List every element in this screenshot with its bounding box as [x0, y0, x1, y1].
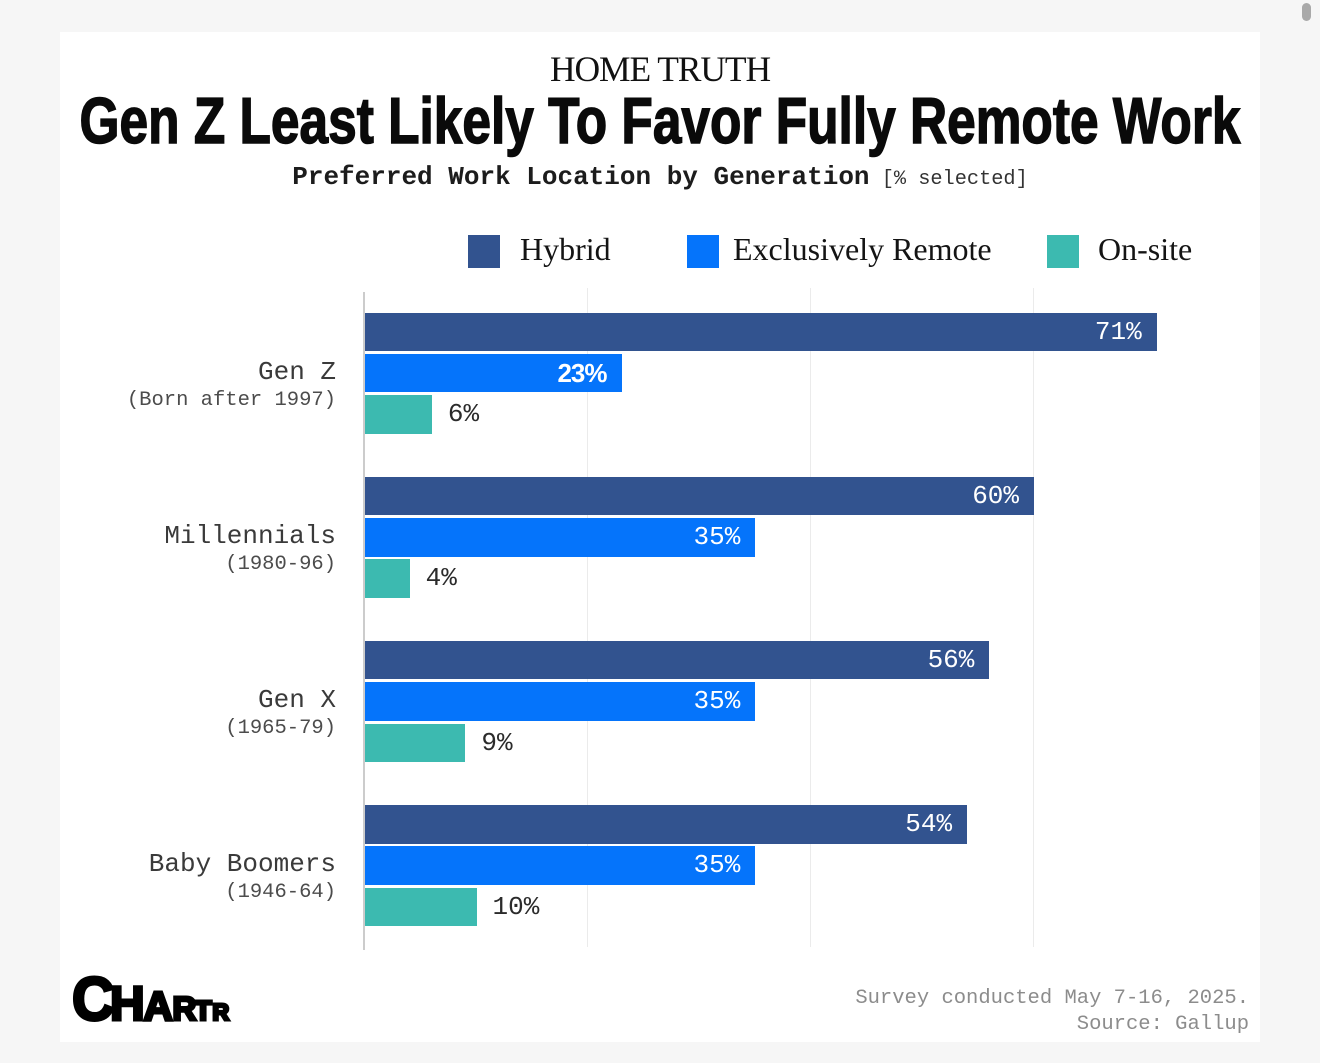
svg-text:R: R: [173, 990, 197, 1027]
svg-text:R: R: [213, 999, 230, 1025]
svg-text:T: T: [195, 995, 212, 1026]
svg-text:C: C: [72, 965, 114, 1034]
svg-text:A: A: [144, 983, 173, 1029]
svg-text:H: H: [110, 978, 145, 1031]
